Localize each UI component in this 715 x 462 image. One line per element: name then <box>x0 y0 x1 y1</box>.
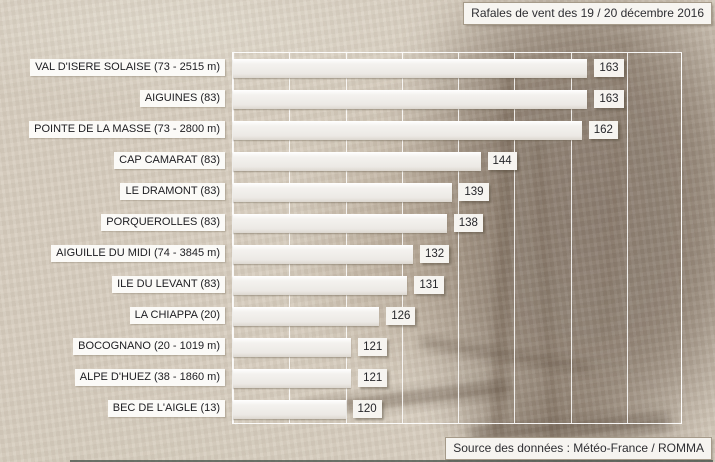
bar-value-label: 163 <box>594 90 624 108</box>
category-label: CAP CAMARAT (83) <box>114 152 225 169</box>
wind-gust-bar <box>233 338 352 357</box>
chart-title: Rafales de vent des 19 / 20 décembre 201… <box>464 3 711 24</box>
category-label: LE DRAMONT (83) <box>120 183 225 200</box>
gridline <box>626 53 628 423</box>
gridline <box>458 53 459 423</box>
category-label: ALPE D'HUEZ (38 - 1860 m) <box>74 369 225 386</box>
wind-gust-bar <box>233 369 352 388</box>
plot-area: 163 163 162 144 139 138 132 131 126 121 121 120 <box>232 52 682 424</box>
wind-gust-bar <box>233 152 481 171</box>
bar-value-label: 132 <box>420 245 450 263</box>
gridline <box>570 53 572 423</box>
gridline <box>514 53 516 423</box>
category-label: AIGUILLE DU MIDI (74 - 3845 m) <box>51 245 225 262</box>
bar-value-label: 162 <box>588 121 618 139</box>
bar-value-label: 121 <box>358 338 388 356</box>
category-label: AIGUINES (83) <box>139 90 225 107</box>
bar-value-label: 139 <box>459 183 489 201</box>
category-label: BEC DE L'AIGLE (13) <box>107 400 225 417</box>
bar-value-label: 120 <box>352 400 382 418</box>
category-label: POINTE DE LA MASSE (73 - 2800 m) <box>29 121 225 138</box>
bar-value-label: 121 <box>358 369 388 387</box>
category-label: ILE DU LEVANT (83) <box>112 276 225 293</box>
wind-gust-bar <box>233 245 413 264</box>
bar-value-label: 163 <box>594 59 624 77</box>
category-label: VAL D'ISERE SOLAISE (73 - 2515 m) <box>30 59 225 76</box>
source-caption: Source des données : Météo-France / ROMM… <box>446 438 711 459</box>
gridline <box>345 53 347 423</box>
bar-value-label: 138 <box>453 214 483 232</box>
wind-gust-bar <box>233 59 588 78</box>
photo-edge-strip <box>70 460 713 462</box>
wind-gust-bar <box>233 400 346 419</box>
wind-gust-bar <box>233 121 582 140</box>
wind-gust-bar <box>233 214 447 233</box>
bar-value-label: 144 <box>487 152 517 170</box>
gridline <box>233 53 234 423</box>
gridline <box>401 53 403 423</box>
wind-gust-bar <box>233 90 588 109</box>
category-label: LA CHIAPPA (20) <box>129 307 225 324</box>
gridline <box>289 53 291 423</box>
wind-gust-bar <box>233 183 453 202</box>
wind-gust-bar <box>233 276 408 295</box>
gridline <box>681 53 682 423</box>
wind-gust-bar <box>233 307 380 326</box>
category-label: BOCOGNANO (20 - 1019 m) <box>73 338 225 355</box>
category-label: PORQUEROLLES (83) <box>101 214 225 231</box>
bar-value-label: 126 <box>386 307 416 325</box>
bar-value-label: 131 <box>414 276 444 294</box>
